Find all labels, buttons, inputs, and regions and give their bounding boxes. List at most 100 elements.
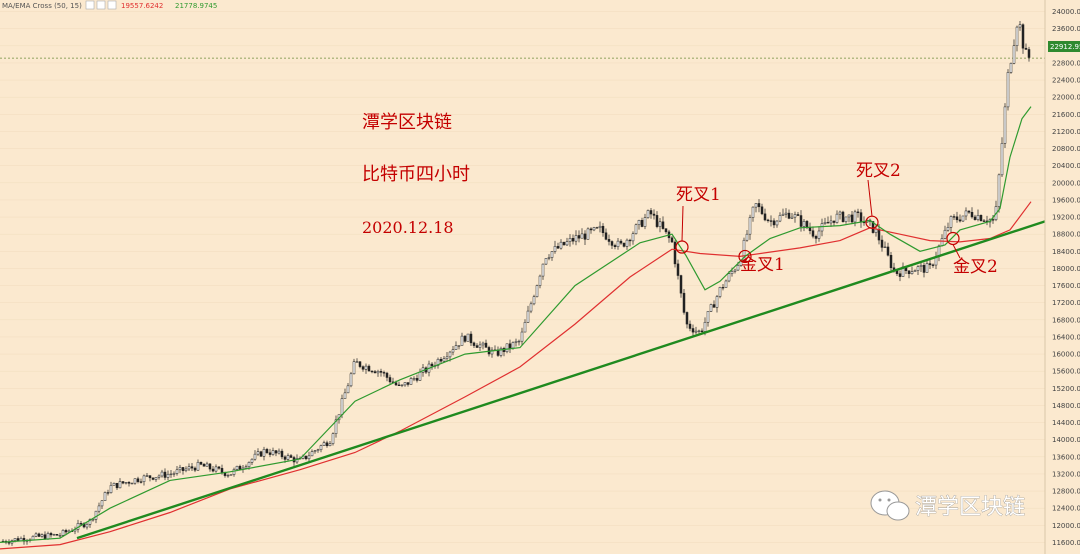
candle <box>133 478 137 485</box>
candle <box>277 448 281 455</box>
candle <box>256 448 260 456</box>
close-icon[interactable] <box>107 0 117 10</box>
candle <box>106 489 110 496</box>
candle-body <box>34 533 38 537</box>
candle <box>55 533 59 536</box>
candle-body <box>163 471 167 478</box>
y-tick-label: 19200.00 <box>1052 214 1080 222</box>
candle <box>160 469 164 478</box>
author-title: 潭学区块链 <box>362 112 452 133</box>
candle-body <box>589 228 593 231</box>
candle <box>586 227 590 240</box>
candle-body <box>265 449 269 453</box>
candle-body <box>547 257 551 259</box>
candle-body <box>142 475 146 482</box>
candle-body <box>148 475 152 479</box>
candle <box>532 294 536 306</box>
y-tick-label: 16800.00 <box>1052 316 1080 324</box>
candle-body <box>703 321 707 332</box>
candle-body <box>277 450 281 454</box>
y-tick-label: 16000.00 <box>1052 351 1080 359</box>
candle <box>766 218 770 223</box>
candle <box>916 265 920 275</box>
candle-body <box>193 467 197 471</box>
candle-body <box>367 365 371 372</box>
candle-body <box>112 482 116 486</box>
candle-body <box>505 343 509 352</box>
candle-body <box>784 212 788 215</box>
candle <box>619 239 623 245</box>
candle-body <box>616 240 620 247</box>
candle <box>79 520 83 526</box>
candle <box>439 357 443 364</box>
candle <box>943 225 947 240</box>
candle-body <box>349 373 353 387</box>
candle <box>367 364 371 372</box>
candle <box>502 346 506 357</box>
candle <box>787 209 791 220</box>
candle-body <box>772 220 776 226</box>
candle-body <box>154 477 158 480</box>
candle <box>85 522 89 530</box>
candle-body <box>58 535 62 537</box>
visibility-toggle-icon[interactable] <box>85 0 95 10</box>
candle <box>43 531 47 540</box>
candle-body <box>454 345 458 350</box>
candle <box>73 526 77 535</box>
candle-body <box>397 384 401 386</box>
golden-cross-1-label: 金叉1 <box>740 255 785 275</box>
candle <box>946 222 950 232</box>
candle <box>352 358 356 375</box>
candle <box>412 376 416 382</box>
candle-body <box>817 230 821 239</box>
candle-body <box>469 333 473 344</box>
candle-body <box>574 235 578 242</box>
candle <box>403 382 407 387</box>
candle-body <box>511 342 515 349</box>
candle-body <box>922 265 926 273</box>
candle-body <box>952 216 956 218</box>
settings-icon[interactable] <box>96 0 106 10</box>
candle <box>292 455 296 466</box>
candle-body <box>49 533 53 536</box>
candle-body <box>913 270 917 272</box>
candle <box>262 446 266 461</box>
candle-body <box>634 224 638 234</box>
candle-body <box>490 349 494 355</box>
candle <box>715 294 719 313</box>
candle-body <box>898 273 902 277</box>
candle-body <box>796 214 800 216</box>
chart-date: 2020.12.18 <box>362 218 454 237</box>
candle-body <box>958 219 962 222</box>
candle-body <box>1009 63 1013 73</box>
candle-body <box>889 254 893 269</box>
candle-body <box>1006 72 1010 108</box>
y-tick-label: 20800.00 <box>1052 145 1080 153</box>
candle <box>316 448 320 453</box>
candle <box>745 229 749 242</box>
candle <box>280 448 284 460</box>
y-tick-label: 17600.00 <box>1052 282 1080 290</box>
y-tick-label: 22800.00 <box>1052 59 1080 67</box>
candle-body <box>628 239 632 242</box>
candle-body <box>166 473 170 478</box>
candle-body <box>136 478 140 482</box>
candle <box>763 208 767 222</box>
candle-body <box>619 240 623 244</box>
candle <box>823 217 827 225</box>
candle <box>760 203 764 216</box>
candle-body <box>751 206 755 218</box>
candle-body <box>304 455 308 460</box>
candle <box>838 210 842 220</box>
y-tick-label: 22400.00 <box>1052 77 1080 85</box>
cross-arrow <box>681 205 684 242</box>
candle <box>370 370 374 374</box>
candle-body <box>196 461 200 471</box>
candle-body <box>31 535 35 540</box>
cross-arrow <box>867 179 873 217</box>
candle <box>40 533 44 538</box>
candle-body <box>286 455 290 460</box>
candle-body <box>331 433 335 444</box>
